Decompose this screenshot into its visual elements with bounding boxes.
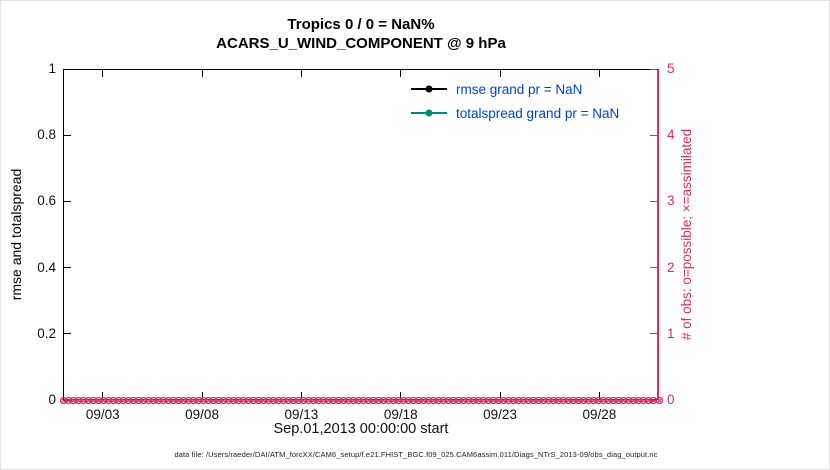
rmse-dot-icon — [425, 85, 433, 93]
chart-title-line2: ACARS_U_WIND_COMPONENT @ 9 hPa — [216, 35, 506, 52]
legend-item-rmse: rmse grand pr = NaN — [411, 77, 619, 101]
legend-item-totalspread: totalspread grand pr = NaN — [411, 101, 619, 125]
data-file-caption: data file: /Users/raeder/DAI/ATM_forcXX/… — [174, 450, 658, 459]
x-tick-label: 09/08 — [185, 407, 219, 422]
legend: rmse grand pr = NaN totalspread grand pr… — [411, 77, 619, 125]
totalspread-dot-icon — [425, 109, 433, 117]
y-axis-right-label: # of obs: o=possible; ×=assimilated — [679, 128, 694, 341]
x-tick-label: 09/03 — [85, 407, 120, 422]
x-tick-label: 09/23 — [483, 407, 517, 422]
chart-title-line1: Tropics 0 / 0 = NaN% — [287, 16, 435, 33]
totalspread-line-swatch-icon — [411, 109, 447, 118]
x-tick-label: 09/28 — [582, 407, 617, 422]
chart-title-block: Tropics 0 / 0 = NaN% ACARS_U_WIND_COMPON… — [63, 15, 659, 53]
rmse-line-swatch-icon — [411, 85, 447, 94]
plot-area — [63, 69, 659, 400]
x-tick-label: 09/13 — [284, 407, 319, 422]
y-axis-left-label: rmse and totalspread — [8, 168, 24, 301]
legend-label-totalspread: totalspread grand pr = NaN — [456, 105, 620, 121]
x-axis-label: Sep.01,2013 00:00:00 start — [273, 421, 449, 437]
legend-label-rmse: rmse grand pr = NaN — [456, 81, 583, 97]
x-tick-label: 09/18 — [383, 407, 418, 422]
